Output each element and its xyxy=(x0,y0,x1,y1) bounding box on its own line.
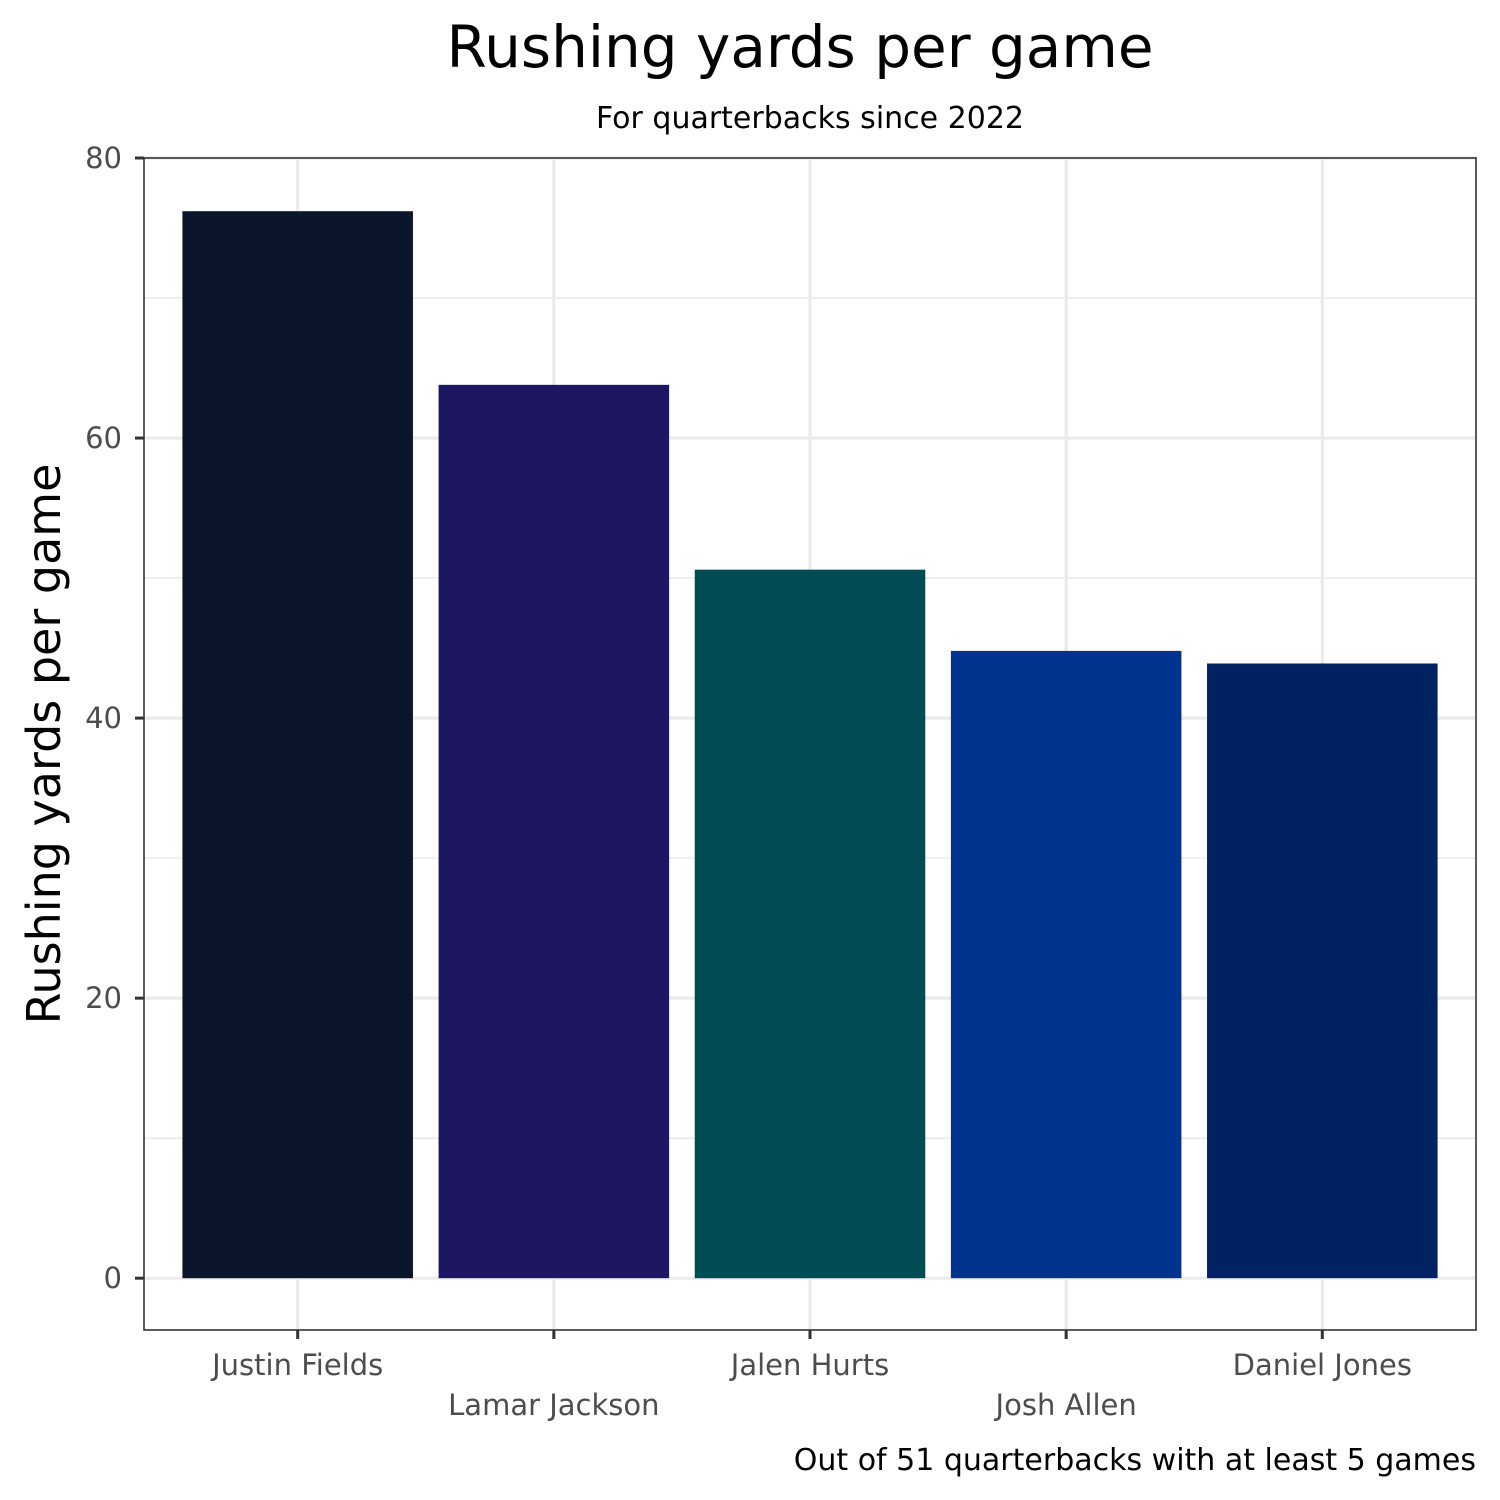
x-tick-label: Justin Fields xyxy=(210,1348,383,1382)
bars xyxy=(182,211,1438,1279)
x-tick-label: Daniel Jones xyxy=(1233,1348,1412,1382)
chart-subtitle: For quarterbacks since 2022 xyxy=(596,101,1024,136)
bar-daniel-jones xyxy=(1207,663,1438,1279)
chart-caption: Out of 51 quarterbacks with at least 5 g… xyxy=(794,1443,1476,1478)
x-tick-label: Josh Allen xyxy=(994,1388,1137,1422)
bar-lamar-jackson xyxy=(438,384,670,1279)
bar-justin-fields xyxy=(182,211,413,1279)
bar-josh-allen xyxy=(950,650,1182,1279)
y-tick-label: 80 xyxy=(85,141,122,175)
x-tick-label: Jalen Hurts xyxy=(729,1348,889,1382)
y-tick-label: 40 xyxy=(85,701,122,735)
x-tick-label: Lamar Jackson xyxy=(448,1388,659,1422)
y-tick-label: 20 xyxy=(85,981,122,1015)
y-tick-label: 60 xyxy=(85,421,122,455)
axes: 0 20 40 60 80 Justin Fields Lamar Jackson Jalen… xyxy=(85,141,1412,1422)
chart-title: Rushing yards per game xyxy=(446,13,1153,81)
y-tick-label: 0 xyxy=(104,1261,122,1295)
bar-jalen-hurts xyxy=(694,569,926,1279)
y-axis-title: Rushing yards per game xyxy=(17,464,71,1025)
